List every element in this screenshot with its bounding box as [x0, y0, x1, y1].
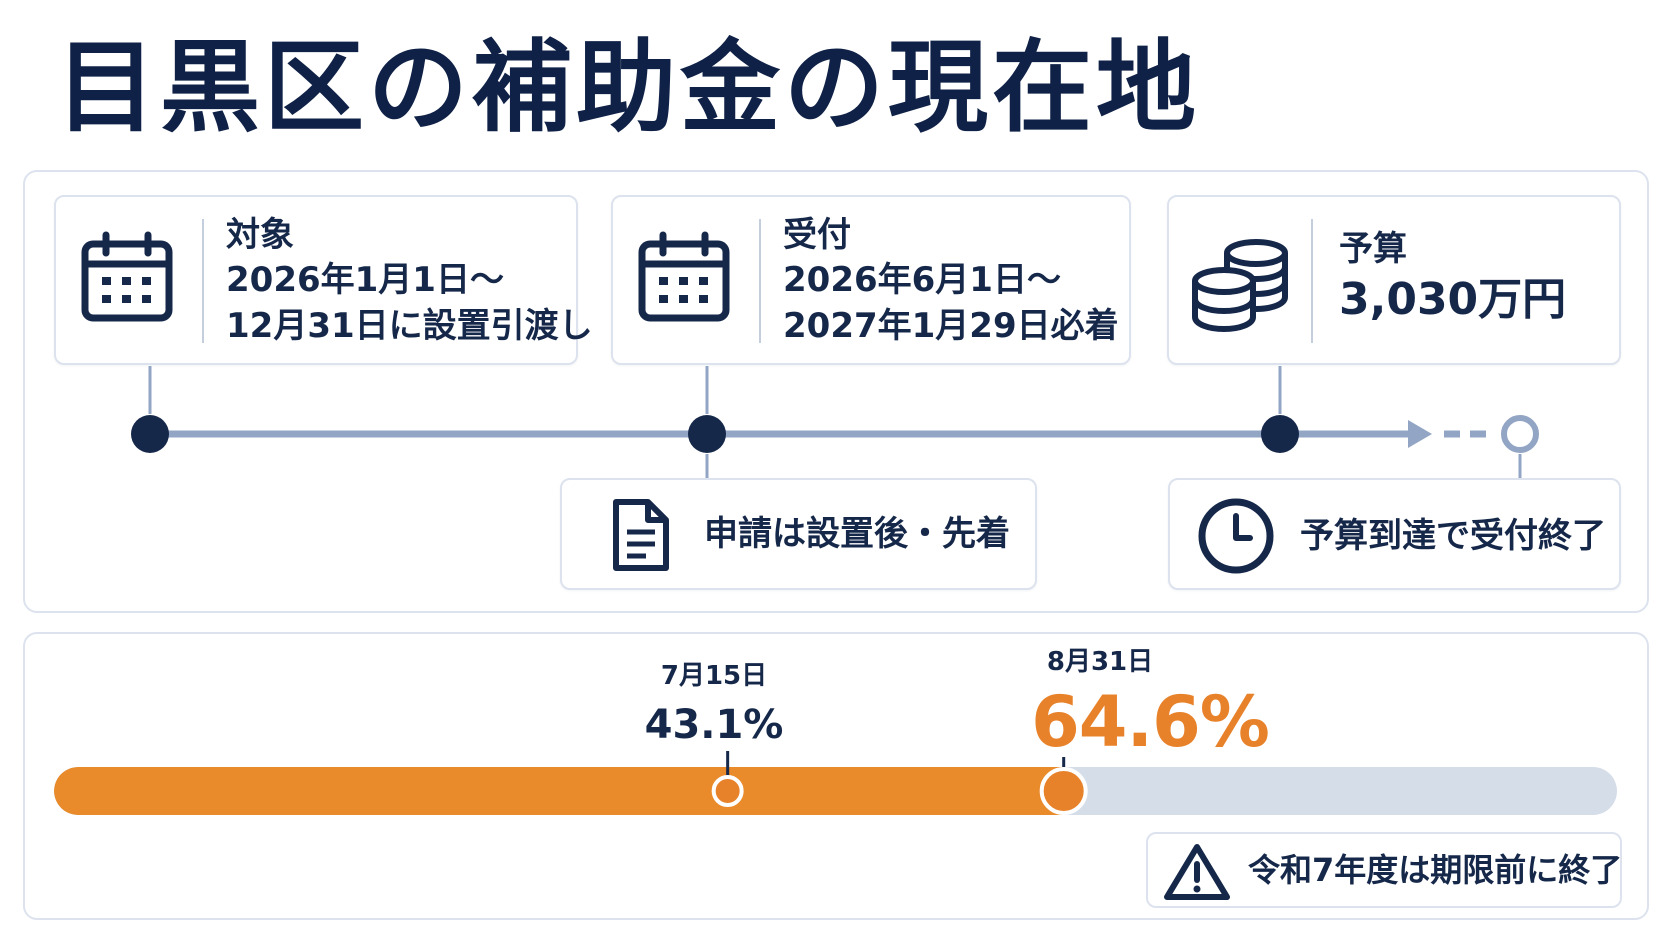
card-divider: [759, 219, 761, 343]
progress-fill: [54, 767, 1064, 815]
arrow-head-icon: [1408, 420, 1432, 448]
timeline-dot-start: [131, 415, 169, 453]
document-icon: [613, 499, 669, 571]
timeline-dot-budget: [1261, 415, 1299, 453]
marker-date: 7月15日: [660, 661, 768, 691]
target-period-card: 対象 2026年1月1日～ 12月31日に設置引渡し: [54, 195, 593, 365]
card-date-end: 2027年1月29日必着: [783, 306, 1119, 346]
card-date-end: 12月31日に設置引渡し: [226, 306, 593, 346]
apply-note: 申請は設置後・先着: [560, 478, 1037, 590]
budget-amount: 3,030万円: [1339, 274, 1567, 325]
calendar-icon: [81, 231, 173, 322]
clock-icon: [1198, 498, 1274, 574]
timeline-dot-end: [1501, 415, 1539, 453]
marker-date: 8月31日: [1046, 647, 1154, 677]
page-title: 目黒区の補助金の現在地: [56, 29, 1200, 146]
calendar-icon: [638, 231, 730, 322]
budget-card: 予算 3,030万円: [1167, 195, 1621, 365]
note-text: 申請は設置後・先着: [704, 514, 1010, 554]
timeline-dot-reception: [688, 415, 726, 453]
current-percent: 64.6%: [1031, 681, 1270, 763]
budget-progress-bar: [54, 767, 1617, 815]
card-label: 受付: [783, 215, 851, 255]
budget-end-note: 予算到達で受付終了: [1168, 478, 1621, 590]
reception-period-card: 受付 2026年6月1日～ 2027年1月29日必着: [611, 195, 1131, 365]
card-divider: [1311, 219, 1313, 343]
warning-note: 令和7年度は期限前に終了: [1146, 832, 1622, 908]
warning-icon: [1164, 844, 1230, 900]
coins-icon: [1192, 239, 1288, 333]
card-label: 対象: [226, 215, 294, 255]
warning-text: 令和7年度は期限前に終了: [1248, 851, 1623, 889]
card-date-start: 2026年1月1日～: [226, 260, 504, 300]
marker-percent: 43.1%: [644, 702, 784, 748]
card-date-start: 2026年6月1日～: [783, 260, 1061, 300]
card-divider: [202, 219, 204, 343]
note-text: 予算到達で受付終了: [1300, 516, 1606, 556]
card-label: 予算: [1339, 229, 1407, 269]
